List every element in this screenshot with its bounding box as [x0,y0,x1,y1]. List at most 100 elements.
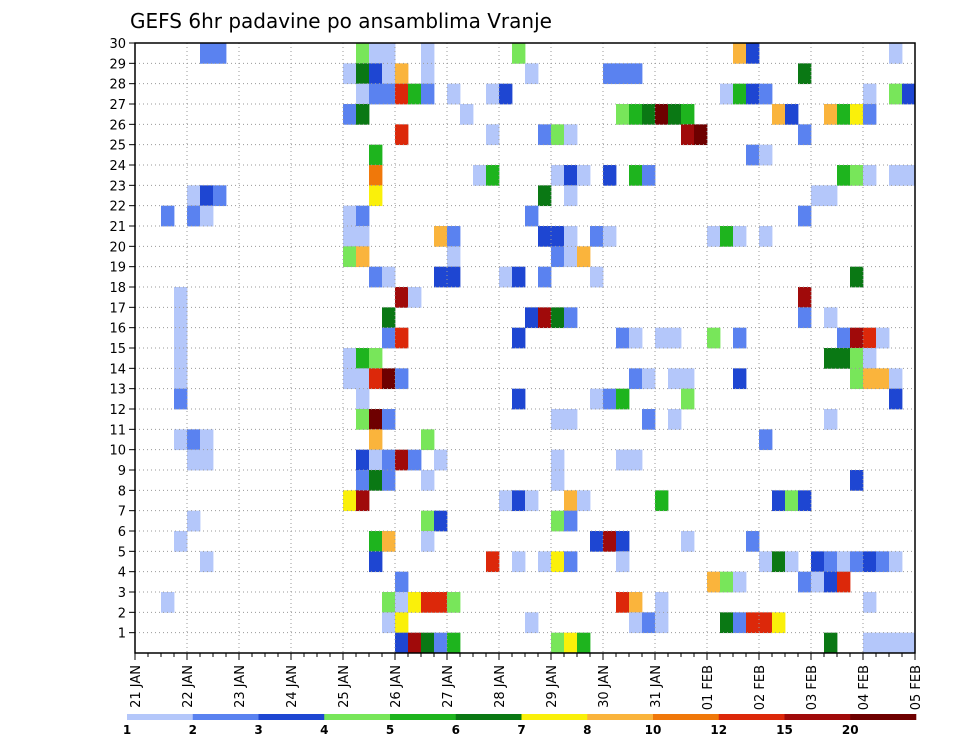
y-tick-label: 16 [109,322,126,337]
heatmap-cell [395,327,409,349]
y-tick-label: 3 [118,586,126,601]
colorbar-swatch [521,714,588,720]
y-tick-label: 14 [109,362,126,377]
heatmap-cell [603,226,617,247]
heatmap-cell [421,592,435,613]
heatmap-cell [356,409,370,430]
heatmap-cell [356,388,370,410]
y-tick-label: 6 [118,525,126,540]
y-tick-label: 23 [109,179,126,194]
heatmap-cell [382,43,396,64]
colorbar: 1 2 3 4 5 6 7 8 10 12 15 20 [123,714,917,737]
heatmap-cell [551,409,565,430]
heatmap-cell [629,327,643,349]
heatmap-cell [356,104,370,125]
heatmap-cell [369,531,383,552]
heatmap-cell [720,571,734,593]
heatmap-cell [863,592,877,613]
heatmap-cell [681,388,695,410]
heatmap-cell [447,592,461,613]
heatmap-cell [642,409,656,430]
heatmap-cell [772,490,786,512]
heatmap-cell [512,327,526,349]
colorbar-swatch [324,714,391,720]
heatmap-cell [720,226,734,247]
heatmap-cell [382,327,396,349]
heatmap-cell [382,531,396,552]
y-tick-label: 24 [109,159,126,174]
y-tick-label: 9 [118,464,126,479]
heatmap-cell [395,612,409,634]
heatmap-cell [642,612,656,634]
heatmap-cell [668,368,682,390]
x-tick-label: 01 FEB [701,665,716,710]
heatmap-cell [564,165,578,186]
heatmap-cell [382,409,396,430]
heatmap-cell [629,612,643,634]
heatmap-cell [811,551,825,573]
heatmap-cell [720,83,734,105]
heatmap-cell [174,287,188,308]
heatmap-cell [616,63,630,85]
heatmap-cell [577,165,591,186]
heatmap-cell [603,63,617,85]
heatmap-cell [824,348,838,369]
colorbar-label: 12 [710,723,727,737]
x-tick-label: 04 FEB [857,665,872,710]
heatmap-cell [369,43,383,64]
heatmap-cell [213,43,227,64]
heatmap-cell [421,429,435,451]
heatmap-cell [590,266,604,288]
colorbar-swatch [653,714,720,720]
heatmap-cell [616,592,630,613]
y-tick-label: 15 [109,342,126,357]
heatmap-cell [408,592,422,613]
heatmap-cell [798,287,812,308]
heatmap-cell [564,246,578,268]
heatmap-cell [421,510,435,532]
heatmap-cell [655,104,669,125]
heatmap-cell [837,551,851,573]
heatmap-cell [382,266,396,288]
heatmap-cell [343,348,357,369]
heatmap-cell [200,429,214,451]
heatmap-cell [421,63,435,85]
heatmap-cell [772,104,786,125]
x-tick-label: 22 JAN [181,665,196,708]
colorbar-swatch [718,714,785,720]
heatmap-cell [577,490,591,512]
heatmap-cell [850,368,864,390]
y-tick-label: 29 [109,57,126,72]
heatmap-cell [369,165,383,186]
heatmap-cell [369,449,383,471]
heatmap-cell [772,551,786,573]
heatmap-cell [733,612,747,634]
heatmap-cell [395,63,409,85]
heatmap-cell [876,632,890,654]
heatmap-cell [863,165,877,186]
colorbar-swatch [127,714,194,720]
heatmap-cell [382,368,396,390]
heatmap-cell [564,124,578,146]
heatmap-cell [200,205,214,227]
heatmap-cell [824,551,838,573]
heatmap-cell [564,510,578,532]
heatmap-cell [434,510,448,532]
heatmap-cell [824,632,838,654]
heatmap-cell [538,185,552,207]
heatmap-cell [876,368,890,390]
x-tick-label: 25 JAN [337,665,352,708]
heatmap-cell [564,632,578,654]
heatmap-cell [720,612,734,634]
heatmap-cell [733,226,747,247]
heatmap-cell [798,63,812,85]
heatmap-cell [200,43,214,64]
colorbar-label: 4 [320,723,328,737]
heatmap-cell [421,83,435,105]
heatmap-cell [421,43,435,64]
heatmap-cell [889,43,903,64]
heatmap-cell [642,104,656,125]
y-tick-label: 19 [109,261,126,276]
heatmap-cell [174,531,188,552]
